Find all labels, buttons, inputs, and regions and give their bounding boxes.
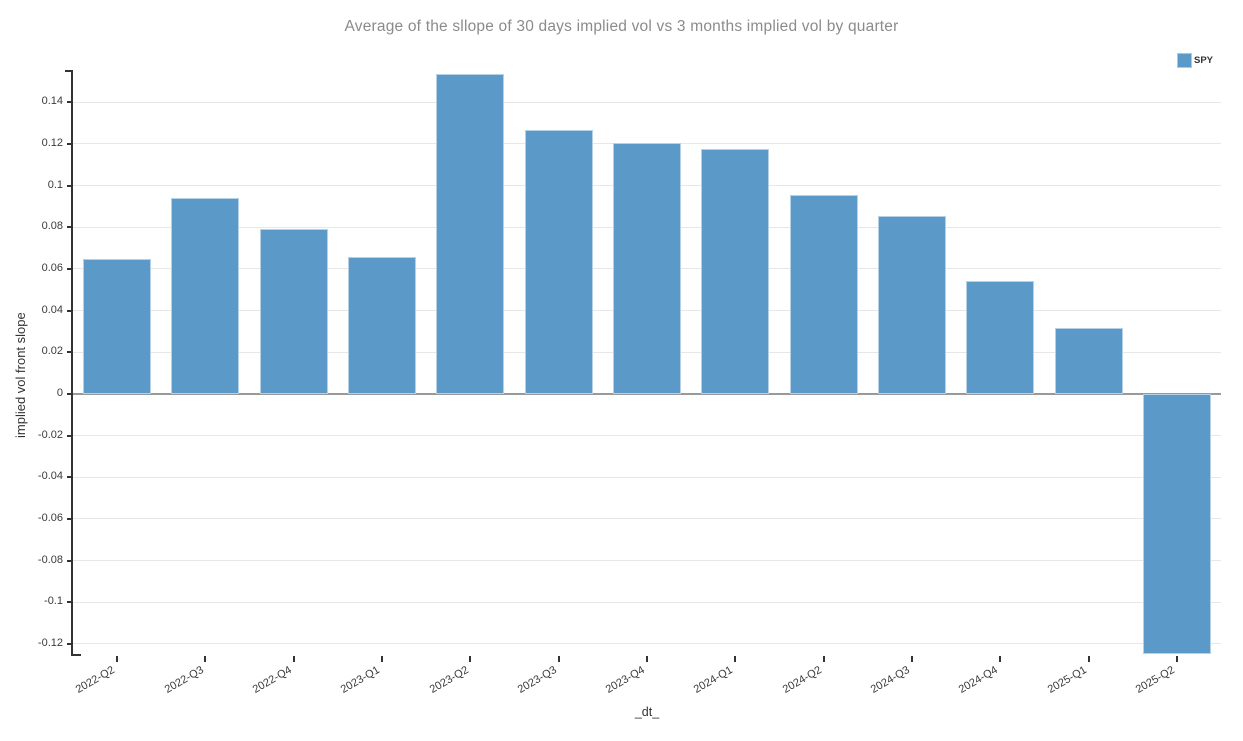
x-tick-label-text: 2023-Q1 <box>338 664 383 696</box>
legend-label-spy: SPY <box>1194 55 1214 66</box>
x-tick-label-text: 2022-Q3 <box>162 664 206 696</box>
y-tick-label: 0.1 <box>47 178 63 191</box>
gridline <box>73 601 1221 603</box>
x-axis-tick <box>999 656 1002 662</box>
y-tick-label: 0 <box>56 386 63 399</box>
y-tick-label: 0.06 <box>41 261 63 274</box>
chart-title: Average of the sllope of 30 days implied… <box>344 18 899 35</box>
y-tick-label: -0.1 <box>44 595 63 608</box>
y-axis-tick <box>67 517 73 520</box>
x-axis-tick <box>292 656 295 662</box>
x-tick-label-text: 2022-Q4 <box>250 664 294 696</box>
bar-2024-Q1[interactable] <box>701 149 770 394</box>
x-axis-tick <box>1087 656 1090 662</box>
x-axis-tick <box>646 656 648 662</box>
x-tick-label-text: 2022-Q2 <box>74 664 118 696</box>
y-tick-label: 0.04 <box>41 303 63 316</box>
bar-2023-Q4[interactable] <box>613 142 681 394</box>
x-axis-tick <box>910 656 913 662</box>
bar-2022-Q2[interactable] <box>83 259 152 394</box>
y-axis-tick <box>67 101 73 104</box>
bar-2022-Q4[interactable] <box>259 229 328 394</box>
y-tick-label: 0.08 <box>41 220 63 233</box>
x-axis-tick <box>469 656 472 662</box>
y-axis-tick <box>67 351 73 354</box>
x-tick-label-text: 2024-Q4 <box>957 664 1001 696</box>
bar-2024-Q2[interactable] <box>789 194 858 394</box>
y-axis-tick <box>67 601 73 604</box>
x-axis-tick <box>1175 656 1178 662</box>
x-tick-label-text: 2023-Q2 <box>427 664 471 696</box>
y-axis-tick <box>67 559 73 562</box>
x-axis-tick <box>822 656 825 662</box>
y-tick-label: 0.12 <box>41 136 63 149</box>
gridline <box>73 476 1221 478</box>
x-tick-label-text: 2025-Q1 <box>1045 664 1089 696</box>
y-tick-label: -0.02 <box>37 428 63 441</box>
y-tick-label: 0.14 <box>41 95 63 108</box>
zero-line <box>73 392 1221 395</box>
gridline <box>73 560 1221 562</box>
bar-2022-Q3[interactable] <box>171 198 240 394</box>
y-tick-label: -0.12 <box>37 636 63 649</box>
bar-2023-Q1[interactable] <box>348 257 417 394</box>
bar-2023-Q3[interactable] <box>524 129 593 394</box>
y-axis-top-cap <box>65 70 73 72</box>
bar-2024-Q4[interactable] <box>966 281 1035 394</box>
x-axis-title: _dt_ <box>634 705 660 719</box>
y-axis-bottom-cap <box>71 654 81 656</box>
bar-2023-Q2[interactable] <box>436 74 505 394</box>
y-axis-tick <box>67 142 73 145</box>
y-tick-label: 0.02 <box>41 345 63 358</box>
y-axis-tick <box>67 309 73 312</box>
legend[interactable]: SPY <box>1177 53 1214 68</box>
y-axis-tick <box>67 226 73 229</box>
x-axis-tick <box>116 656 119 662</box>
x-tick-label-text: 2023-Q3 <box>515 664 559 696</box>
y-axis-tick <box>67 392 73 395</box>
y-axis-tick <box>67 434 73 437</box>
x-axis-tick <box>734 656 737 662</box>
x-tick-label-text: 2025-Q2 <box>1133 664 1177 696</box>
y-axis-tick <box>67 642 73 645</box>
x-tick-label-text: 2024-Q3 <box>868 664 912 696</box>
y-tick-label: -0.08 <box>37 553 63 566</box>
y-axis-tick <box>67 184 73 187</box>
y-axis-spine <box>71 71 73 655</box>
bar-2025-Q2[interactable] <box>1142 393 1211 654</box>
bar-2025-Q1[interactable] <box>1054 327 1123 394</box>
gridline <box>73 435 1221 437</box>
x-axis-tick <box>204 656 207 662</box>
x-axis-tick <box>557 656 560 662</box>
x-tick-label-text: 2023-Q4 <box>603 664 647 696</box>
bar-2024-Q3[interactable] <box>877 215 946 394</box>
y-axis-tick <box>67 267 73 270</box>
y-axis-title: implied vol front slope <box>13 312 28 438</box>
legend-swatch-spy <box>1177 53 1192 68</box>
y-tick-label: -0.06 <box>37 511 63 524</box>
y-axis-tick <box>67 476 73 479</box>
gridline <box>73 518 1221 520</box>
x-tick-label-text: 2024-Q2 <box>780 664 824 696</box>
y-tick-label: -0.04 <box>37 470 63 483</box>
gridline <box>73 101 1221 103</box>
x-axis-tick <box>381 656 384 662</box>
x-tick-label-text: 2024-Q1 <box>692 664 736 696</box>
gridline <box>73 643 1221 645</box>
